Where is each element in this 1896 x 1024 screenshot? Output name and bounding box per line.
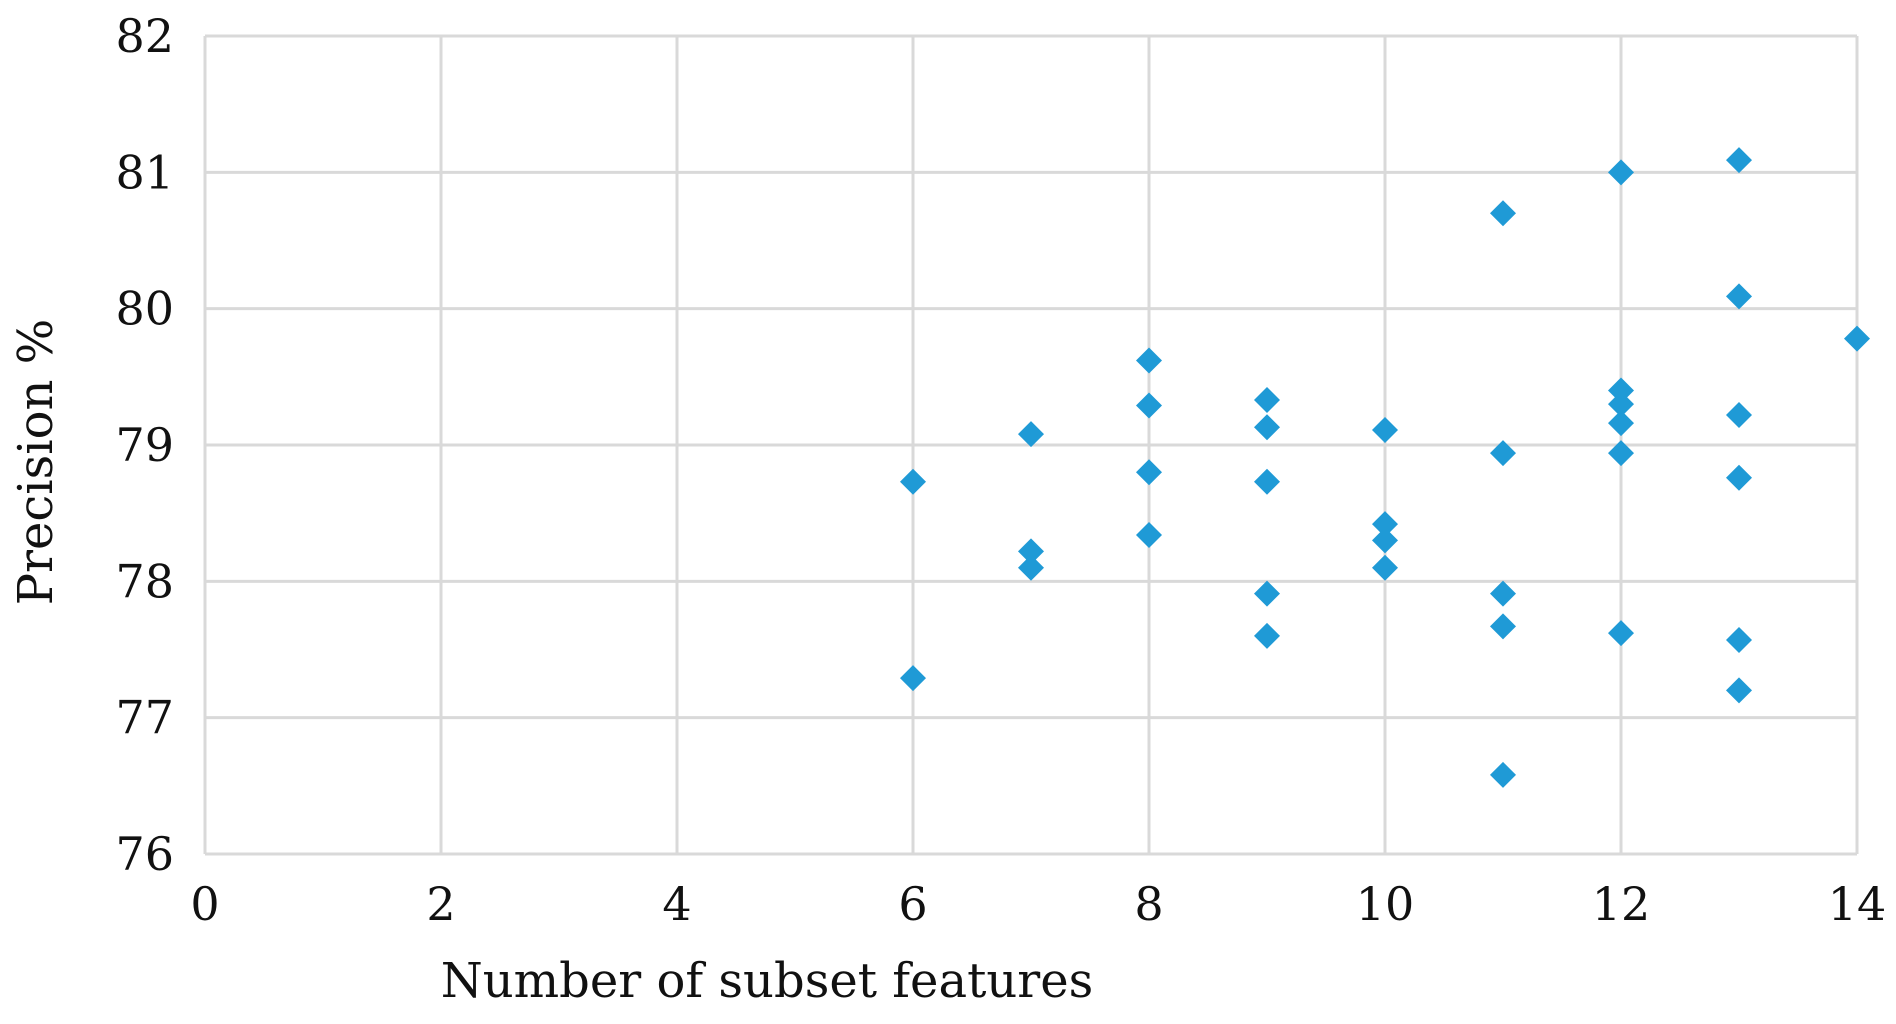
data-point (1372, 417, 1398, 444)
y-tick-label: 82 (115, 9, 174, 63)
y-tick-label: 79 (115, 418, 174, 472)
data-point (1490, 761, 1516, 788)
data-point (1018, 538, 1044, 565)
data-point (1136, 459, 1162, 486)
data-point (1726, 464, 1752, 491)
data-point (1136, 521, 1162, 548)
data-point (1726, 283, 1752, 310)
data-point (1726, 626, 1752, 653)
data-point (1254, 387, 1280, 414)
data-point (1372, 554, 1398, 581)
x-tick-label: 4 (662, 877, 691, 931)
y-tick-label: 76 (115, 827, 174, 881)
x-tick-label: 0 (190, 877, 219, 931)
data-point (1726, 677, 1752, 704)
x-tick-label: 12 (1592, 877, 1651, 931)
data-point (1608, 159, 1634, 186)
data-point (1018, 421, 1044, 448)
data-point (1608, 620, 1634, 647)
data-point (1254, 468, 1280, 495)
y-tick-label: 81 (115, 145, 174, 199)
data-point (1608, 440, 1634, 467)
data-point (900, 665, 926, 692)
data-point (1490, 200, 1516, 227)
data-point (1608, 410, 1634, 437)
data-point (1136, 392, 1162, 419)
y-axis-tick-labels: 76 77 78 79 80 81 82 (115, 9, 174, 881)
data-point (1608, 377, 1634, 404)
data-point (1136, 347, 1162, 374)
x-tick-label: 6 (898, 877, 927, 931)
y-tick-label: 80 (115, 282, 174, 336)
data-point (1372, 511, 1398, 538)
data-point (1726, 147, 1752, 174)
x-axis-title: Number of subset features (441, 953, 1094, 1009)
x-tick-label: 8 (1134, 877, 1163, 931)
data-point (1254, 580, 1280, 607)
gridlines (203, 34, 1859, 856)
x-tick-label: 2 (426, 877, 455, 931)
data-point (1726, 402, 1752, 429)
data-point (1490, 440, 1516, 467)
y-tick-label: 78 (115, 554, 174, 608)
data-point (1372, 527, 1398, 554)
data-point (1490, 580, 1516, 607)
data-point (900, 468, 926, 495)
data-point (1018, 554, 1044, 581)
y-tick-label: 77 (115, 691, 174, 745)
x-tick-label: 10 (1356, 877, 1415, 931)
y-axis-title: Precision % (8, 319, 64, 606)
x-tick-label: 14 (1828, 877, 1887, 931)
data-point (1254, 414, 1280, 441)
data-point (1844, 325, 1870, 352)
data-point (1254, 622, 1280, 649)
data-point (1490, 613, 1516, 640)
x-axis-tick-labels: 0 2 4 6 8 10 12 14 (190, 877, 1886, 931)
data-points (900, 147, 1870, 788)
data-point (1608, 391, 1634, 418)
